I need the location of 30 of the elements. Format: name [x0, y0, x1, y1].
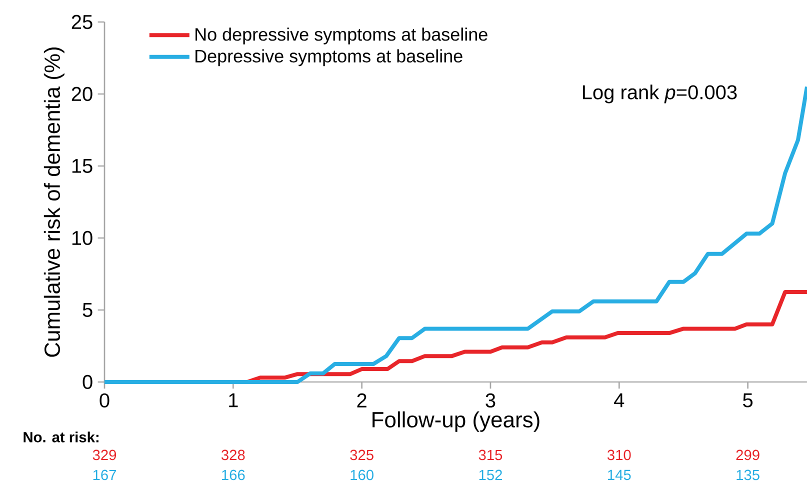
text: 166 [222, 470, 245, 480]
y-tick-label: 20 [72, 86, 92, 102]
x-tick-label: 3 [486, 393, 496, 408]
legend-label: No depressive symptoms at baseline [196, 28, 488, 44]
x-tick-label: 5 [743, 393, 753, 408]
y-tick-label: 0 [82, 374, 92, 390]
text: 145 [608, 470, 631, 480]
text: 135 [736, 470, 760, 480]
y-tick-label: 10 [72, 230, 92, 246]
x-axis-title: Follow-up (years) [372, 411, 540, 432]
x-tick-label: 2 [357, 393, 366, 408]
y-axis-title: Cumulative risk of dementia (%) [44, 48, 64, 357]
text: 325 [350, 450, 374, 460]
text: 329 [92, 450, 116, 460]
text: 315 [478, 450, 502, 460]
text: 152 [479, 470, 502, 480]
text: 160 [350, 470, 374, 480]
annotation: Log rank p=0.003 [582, 84, 737, 104]
text: No. at risk: [24, 432, 98, 442]
y-tick-label: 5 [82, 303, 92, 317]
y-tick-label: 25 [72, 14, 92, 30]
y-tick-label: 15 [72, 159, 92, 173]
legend-label: Depressive symptoms at baseline [196, 49, 462, 66]
text: 167 [93, 470, 116, 480]
x-tick-label: 4 [614, 393, 624, 408]
x-tick-label: 0 [100, 393, 110, 408]
text: 328 [221, 450, 245, 460]
x-tick-label: 1 [229, 393, 238, 408]
text: 299 [736, 450, 760, 460]
text: 310 [607, 450, 631, 460]
